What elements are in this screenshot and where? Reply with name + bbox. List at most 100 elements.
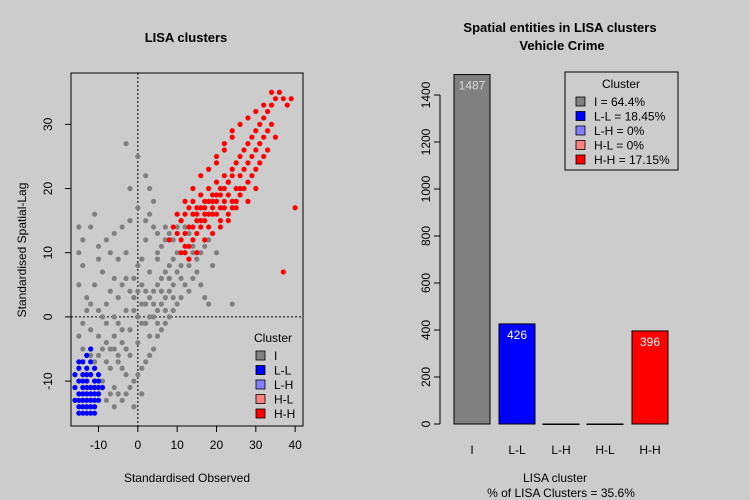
data-point [174,250,180,256]
bar-chart: Spatial entities in LISA clusters Vehicl… [419,20,679,500]
x-category-label: I [470,443,473,457]
legend-label: L-H = 0% [594,124,645,138]
data-point [84,391,90,397]
data-point [119,327,125,333]
data-point [221,147,227,153]
data-point [91,378,98,384]
data-point [182,243,188,249]
data-point [107,365,113,371]
y-tick-label: 400 [419,320,433,340]
data-point [139,256,145,262]
data-point [174,230,180,237]
data-point [123,141,129,147]
scatter-y-axis: -10 0 10 20 30 [41,117,71,390]
x-tick-label: 10 [170,438,184,452]
data-point [95,352,102,358]
y-tick-label: 0 [419,420,433,427]
data-point [166,262,172,269]
data-point [225,211,231,217]
data-point [76,250,82,256]
data-point [194,256,200,262]
data-point [272,134,279,140]
scatter-legend: Cluster IL-LL-HH-LH-H [254,331,295,421]
data-point [206,224,212,230]
bar-i [453,74,491,425]
data-point [198,282,204,288]
legend-label: I [274,349,277,363]
data-point [162,237,168,243]
data-point [213,192,220,198]
data-point [88,224,94,230]
data-point [135,339,141,346]
data-point [257,121,263,127]
data-point [162,295,168,301]
data-point [276,89,283,95]
data-point [190,243,196,249]
data-point [95,333,102,339]
data-point [237,121,243,127]
data-point [213,160,220,166]
data-point [95,256,102,262]
legend-swatch [575,96,586,107]
data-point [107,346,113,352]
data-point [95,372,102,378]
legend-label: H-L = 0% [594,139,644,153]
data-point [292,205,298,211]
data-point [80,391,86,397]
data-point [91,410,98,416]
data-point [245,179,251,185]
data-point [209,192,216,198]
scatter-legend-title: Cluster [254,331,292,345]
data-point [280,96,286,102]
data-point [80,346,86,352]
data-point [95,397,102,403]
data-point [107,288,113,294]
data-point [99,378,106,384]
data-point [202,205,208,211]
data-point [115,391,121,397]
data-point [99,384,106,391]
scatter-x-axis: -10 0 10 20 30 40 [90,426,302,452]
data-point [237,173,243,179]
data-point [84,378,90,384]
data-point [174,224,180,230]
data-point [225,218,231,224]
y-tick-label: -10 [41,372,55,390]
bar-y-axis: 0 200 400 600 800 1000 1200 1400 [419,81,441,427]
data-point [80,237,86,243]
data-point [209,205,216,211]
data-point [225,192,231,198]
data-point [150,288,157,294]
x-category-label: H-H [639,443,660,457]
data-point [88,384,94,391]
y-tick-label: 0 [41,313,55,320]
data-point [147,269,153,275]
bar-x-axis: I L-L L-H H-L H-H [470,443,660,457]
data-point [91,282,98,288]
data-point [190,275,196,281]
data-point [76,404,82,410]
data-point [206,198,212,204]
data-point [84,307,90,314]
data-point [150,198,157,204]
data-point [123,372,129,378]
legend-swatch [255,408,266,419]
data-point [88,391,94,397]
data-point [76,359,82,365]
scatter-plot-frame [70,72,304,427]
data-point [139,301,145,307]
data-point [131,295,137,301]
bar-legend-title: Cluster [602,77,640,91]
bar-data-label: 1487 [459,79,486,93]
data-point [229,128,235,134]
data-point [84,295,90,301]
scatter-points [72,89,298,416]
data-point [150,301,157,307]
data-point [268,102,275,108]
legend-label: L-L = 18.45% [594,110,666,124]
data-point [143,237,149,243]
data-point [268,121,275,127]
data-point [95,378,102,384]
data-point [76,410,82,416]
data-point [186,288,192,294]
